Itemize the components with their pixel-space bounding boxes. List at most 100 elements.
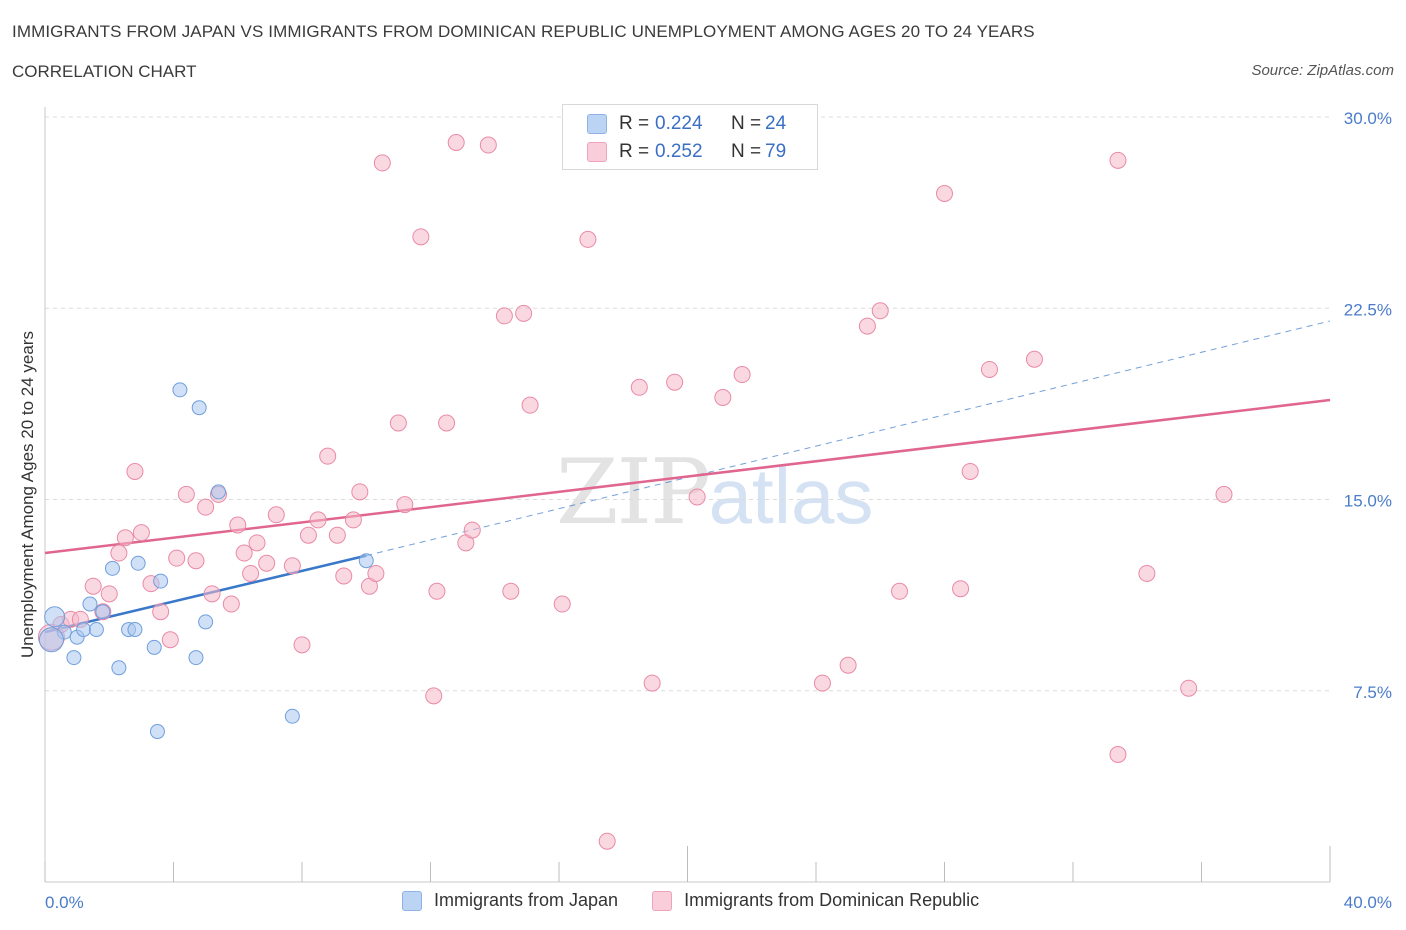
point-japan bbox=[149, 724, 165, 740]
point-japan bbox=[153, 573, 169, 589]
watermark-atlas: atlas bbox=[708, 452, 874, 540]
legend-n-label: N = bbox=[731, 113, 762, 134]
point-dominican bbox=[222, 595, 240, 613]
point-dominican bbox=[203, 585, 221, 603]
point-japan bbox=[66, 650, 82, 666]
point-dominican bbox=[335, 567, 353, 585]
point-dominican bbox=[309, 511, 327, 529]
point-dominican bbox=[579, 230, 597, 248]
point-japan bbox=[76, 622, 92, 638]
point-dominican bbox=[344, 511, 362, 529]
point-dominican bbox=[168, 549, 186, 567]
point-dominican bbox=[1138, 564, 1156, 582]
point-dominican bbox=[132, 524, 150, 542]
series-legend-dominican: Immigrants from Dominican Republic bbox=[652, 890, 979, 911]
point-japan bbox=[104, 560, 120, 576]
point-dominican bbox=[373, 154, 391, 172]
source-label: Source: ZipAtlas.com bbox=[1251, 62, 1394, 79]
legend-r-value: 0.252 bbox=[655, 141, 703, 162]
point-japan bbox=[95, 604, 111, 620]
point-dominican bbox=[630, 378, 648, 396]
legend-row-japan: R = 0.224 N = 24 bbox=[587, 112, 786, 136]
point-japan bbox=[44, 606, 66, 628]
y-tick-label: 30.0% bbox=[1344, 109, 1392, 128]
point-dominican bbox=[463, 521, 481, 539]
point-dominican bbox=[891, 582, 909, 600]
point-dominican bbox=[553, 595, 571, 613]
point-dominican bbox=[1109, 151, 1127, 169]
point-dominican bbox=[248, 534, 266, 552]
point-japan bbox=[358, 553, 374, 569]
x-tick-label: 40.0% bbox=[1344, 893, 1392, 912]
watermark-zip: ZIP bbox=[556, 440, 711, 545]
point-dominican bbox=[502, 582, 520, 600]
point-japan bbox=[88, 622, 104, 638]
point-dominican bbox=[235, 544, 253, 562]
series-legend-japan: Immigrants from Japan bbox=[402, 890, 618, 911]
series-label-japan: Immigrants from Japan bbox=[434, 890, 619, 910]
series-swatch-japan bbox=[402, 890, 422, 911]
point-japan bbox=[82, 596, 98, 612]
point-dominican bbox=[187, 552, 205, 570]
point-dominican bbox=[197, 498, 215, 516]
point-dominican bbox=[328, 526, 346, 544]
point-dominican bbox=[447, 134, 465, 151]
point-dominican bbox=[839, 656, 857, 674]
point-dominican bbox=[100, 585, 118, 603]
point-japan bbox=[111, 660, 127, 676]
point-dominican bbox=[952, 580, 970, 598]
point-dominican bbox=[116, 529, 134, 547]
point-dominican bbox=[858, 317, 876, 335]
point-japan bbox=[284, 708, 300, 724]
point-dominican bbox=[110, 544, 128, 562]
legend-swatch-dominican bbox=[587, 142, 607, 162]
point-japan bbox=[130, 555, 146, 571]
legend-r-value: 0.224 bbox=[655, 113, 703, 134]
point-dominican bbox=[299, 526, 317, 544]
point-dominican bbox=[438, 414, 456, 432]
point-dominican bbox=[479, 136, 497, 154]
stats-legend: R = 0.224 N = 24 R = 0.252 N = 79 bbox=[562, 104, 818, 170]
y-tick-label: 7.5% bbox=[1353, 683, 1392, 702]
point-dominican bbox=[733, 366, 751, 384]
point-dominican bbox=[515, 304, 533, 322]
point-japan bbox=[198, 614, 214, 630]
chart-title: IMMIGRANTS FROM JAPAN VS IMMIGRANTS FROM… bbox=[12, 22, 1035, 41]
legend-r-label: R = bbox=[619, 113, 650, 134]
point-dominican bbox=[666, 373, 684, 391]
y-tick-label: 15.0% bbox=[1344, 492, 1392, 511]
legend-n-value: 24 bbox=[765, 113, 787, 134]
point-dominican bbox=[229, 516, 247, 534]
point-dominican bbox=[1215, 485, 1233, 503]
point-dominican bbox=[425, 687, 443, 705]
point-dominican bbox=[126, 462, 144, 480]
legend-swatch-japan bbox=[587, 114, 607, 134]
point-dominican bbox=[521, 396, 539, 414]
point-dominican bbox=[1180, 679, 1198, 697]
axes bbox=[44, 107, 1331, 883]
point-dominican bbox=[152, 603, 170, 621]
point-dominican bbox=[293, 636, 311, 654]
point-dominican bbox=[961, 462, 979, 480]
series-label-dominican: Immigrants from Dominican Republic bbox=[684, 890, 980, 910]
legend-row-dominican: R = 0.252 N = 79 bbox=[587, 140, 786, 164]
point-dominican bbox=[242, 564, 260, 582]
point-japan bbox=[188, 650, 204, 666]
point-japan bbox=[146, 639, 162, 655]
y-tick-label: 22.5% bbox=[1344, 300, 1392, 319]
point-dominican bbox=[396, 496, 414, 514]
series-swatch-dominican bbox=[652, 890, 673, 911]
trend-dominican bbox=[44, 398, 1331, 555]
point-dominican bbox=[283, 557, 301, 575]
data-points bbox=[37, 134, 1233, 850]
point-dominican bbox=[319, 447, 337, 465]
point-dominican bbox=[177, 485, 195, 503]
point-dominican bbox=[428, 582, 446, 600]
point-dominican bbox=[980, 360, 998, 378]
y-axis-label: Unemployment Among Ages 20 to 24 years bbox=[18, 331, 37, 658]
point-dominican bbox=[258, 554, 276, 572]
point-dominican bbox=[495, 307, 513, 325]
point-dominican bbox=[714, 389, 732, 406]
point-japan bbox=[210, 484, 226, 500]
